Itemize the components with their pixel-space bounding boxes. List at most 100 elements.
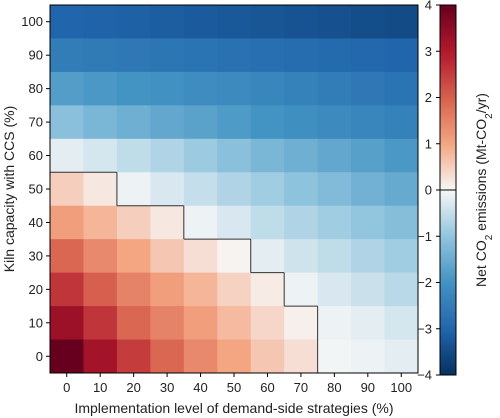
heatmap-cell xyxy=(83,205,118,240)
heatmap-cell xyxy=(250,5,285,39)
heatmap-cell xyxy=(150,105,185,140)
heatmap-cell xyxy=(384,306,419,341)
heatmap-cell xyxy=(250,105,285,140)
heatmap-cell xyxy=(351,105,386,140)
colorbar-label: Net CO2 emissions (Mt-CO2/yr) xyxy=(473,93,495,287)
heatmap-cell xyxy=(384,205,419,240)
heatmap-cell xyxy=(116,172,151,207)
x-tick-label: 100 xyxy=(390,380,412,395)
heatmap-cell xyxy=(83,138,118,173)
heatmap-cell xyxy=(351,71,386,106)
heatmap-cell xyxy=(317,272,352,307)
colorbar-tick-label: −4 xyxy=(417,368,432,383)
heatmap-cell xyxy=(317,38,352,73)
x-tick-label: 10 xyxy=(93,380,107,395)
colorbar-tick-label: 2 xyxy=(425,90,432,105)
heatmap-cell xyxy=(317,172,352,207)
x-tick-label: 60 xyxy=(260,380,274,395)
heatmap-cell xyxy=(217,172,252,207)
heatmap-cell xyxy=(83,105,118,140)
heatmap-cell xyxy=(250,205,285,240)
heatmap-cell xyxy=(250,272,285,307)
heatmap-cell xyxy=(50,306,84,341)
heatmap-cell xyxy=(150,339,185,374)
y-tick-label: 80 xyxy=(29,81,43,96)
heatmap-cell xyxy=(50,172,84,207)
heatmap-cell xyxy=(183,339,218,374)
y-tick-label: 0 xyxy=(36,349,43,364)
heatmap-cell xyxy=(384,105,419,140)
heatmap-cell xyxy=(50,272,84,307)
heatmap-cell xyxy=(217,71,252,106)
heatmap-cell xyxy=(351,172,386,207)
colorbar-tick-label: 1 xyxy=(425,136,432,151)
heatmap-cell xyxy=(183,71,218,106)
heatmap-cell xyxy=(50,205,84,240)
heatmap-cell xyxy=(317,105,352,140)
heatmap-cell xyxy=(50,138,84,173)
heatmap-cell xyxy=(351,205,386,240)
heatmap-cell xyxy=(351,138,386,173)
heatmap-cell xyxy=(116,5,151,39)
heatmap-cell xyxy=(50,105,84,140)
heatmap-cell xyxy=(250,172,285,207)
heatmap-cell xyxy=(217,38,252,73)
heatmap-cell xyxy=(351,272,386,307)
x-tick-label: 30 xyxy=(160,380,174,395)
heatmap-cell xyxy=(384,38,419,73)
heatmap-cell xyxy=(217,239,252,274)
heatmap-cell xyxy=(83,272,118,307)
y-tick-label: 30 xyxy=(29,248,43,263)
colorbar-tick-label: −2 xyxy=(417,275,432,290)
x-tick-label: 40 xyxy=(193,380,207,395)
y-tick-label: 60 xyxy=(29,148,43,163)
heatmap-cell xyxy=(284,38,319,73)
heatmap-cell xyxy=(50,5,84,39)
y-tick-label: 20 xyxy=(29,282,43,297)
y-tick-label: 90 xyxy=(29,48,43,63)
heatmap-cell xyxy=(83,5,118,39)
y-tick-label: 50 xyxy=(29,182,43,197)
heatmap-cell xyxy=(317,71,352,106)
heatmap-cell xyxy=(183,272,218,307)
colorbar-ticks: 4 3 2 1 0 −1 −2 −3 −4 xyxy=(417,0,440,383)
heatmap-cell xyxy=(116,306,151,341)
heatmap-cell xyxy=(116,272,151,307)
heatmap-cell xyxy=(351,306,386,341)
heatmap-cell xyxy=(217,138,252,173)
heatmap-cell xyxy=(217,339,252,374)
heatmap-cell xyxy=(284,5,319,39)
x-axis-label: Implementation level of demand-side stra… xyxy=(74,400,393,416)
heatmap-cell xyxy=(116,339,151,374)
heatmap-cell xyxy=(150,239,185,274)
heatmap-cell xyxy=(183,306,218,341)
heatmap-cell xyxy=(183,105,218,140)
heatmap-cell xyxy=(83,38,118,73)
heatmap-cell xyxy=(83,239,118,274)
heatmap-cell xyxy=(183,205,218,240)
heatmap-cell xyxy=(250,138,285,173)
heatmap-cell xyxy=(183,172,218,207)
heatmap-cell xyxy=(150,306,185,341)
heatmap-cell xyxy=(183,239,218,274)
heatmap-cell xyxy=(116,239,151,274)
heatmap-cell xyxy=(384,71,419,106)
heatmap-cell xyxy=(317,205,352,240)
heatmap-cell xyxy=(284,71,319,106)
heatmap-cell xyxy=(150,272,185,307)
heatmap-cell xyxy=(150,5,185,39)
heatmap-cell xyxy=(284,339,319,374)
heatmap-cell xyxy=(150,38,185,73)
heatmap-cell xyxy=(317,306,352,341)
y-tick-label: 40 xyxy=(29,215,43,230)
heatmap-cell xyxy=(50,239,84,274)
heatmap-cell xyxy=(351,239,386,274)
x-tick-label: 50 xyxy=(227,380,241,395)
heatmap-cell xyxy=(284,306,319,341)
heatmap-cell xyxy=(183,138,218,173)
colorbar-tick-label: −3 xyxy=(417,321,432,336)
heatmap-cell xyxy=(384,339,419,374)
heatmap-cell xyxy=(83,306,118,341)
heatmap-cell xyxy=(250,38,285,73)
